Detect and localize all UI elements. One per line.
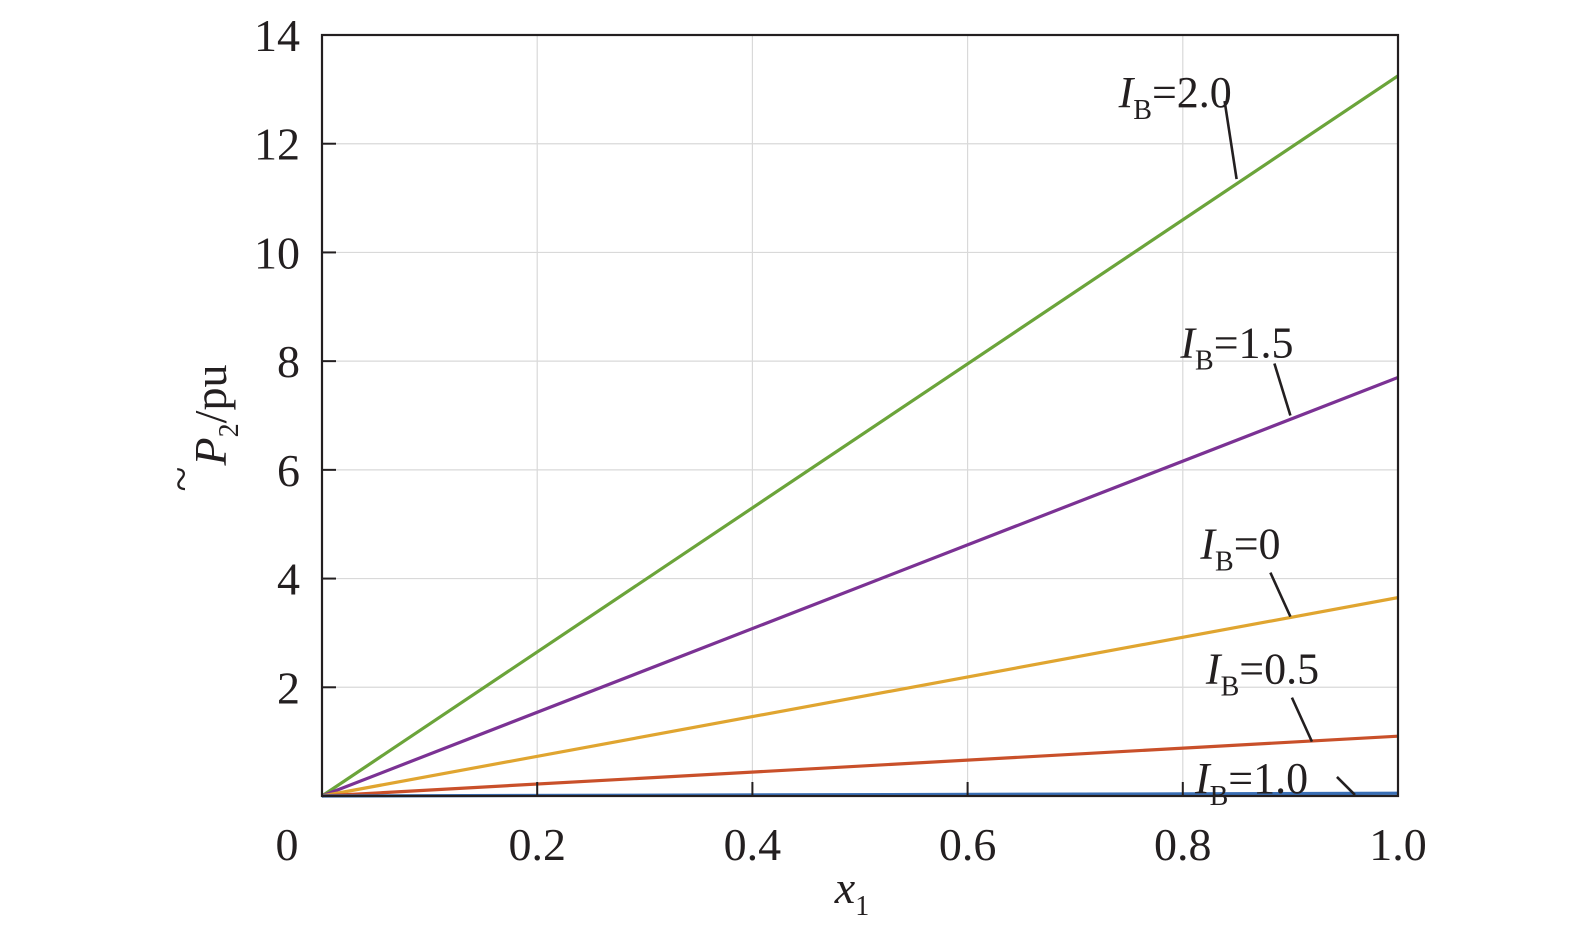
x-tick-label: 0.6 [939,819,997,870]
y-axis-label: P2/pu ~ [155,365,245,492]
x-axis-label: x1 [834,862,869,922]
series-line-3 [321,734,1399,798]
x-tick-label: 1.0 [1369,819,1427,870]
y-tick-label: 14 [254,10,300,61]
series-label-2: IB=0 [1199,520,1280,578]
x-tick-label: 0 [276,819,299,870]
x-axis-label-base: x [834,862,856,913]
series-labels: IB=2.0 IB=1.5 IB=0 IB=0.5 IB=1.0 [1118,68,1356,812]
series-label-4: IB=1.0 [1194,754,1308,812]
series-label-1: IB=1.5 [1179,319,1293,377]
y-tick-label: 6 [277,445,300,496]
series-label-leader-2 [1269,572,1292,618]
series-label-leader-4 [1336,775,1356,796]
y-tick-label: 2 [277,662,300,713]
grid-lines [322,35,1398,796]
y-tick-label: 12 [254,119,300,170]
series-line-1 [321,375,1399,798]
series-line-0 [321,74,1399,798]
x-tick-label: 0.4 [724,819,782,870]
x-axis-label-sub: 1 [855,891,869,922]
y-tick-label: 8 [277,336,300,387]
y-axis-label-text: P2/pu [185,365,245,467]
x-tick-label: 0.2 [508,819,566,870]
x-tick-labels: 0 0.2 0.4 0.6 0.8 1.0 [276,819,1427,870]
y-axis-label-base: P [185,437,236,466]
y-axis-label-sub: 2 [214,423,245,437]
plot-frame [320,33,1400,798]
x-tick-label: 0.8 [1154,819,1212,870]
y-tick-labels: 2 4 6 8 10 12 14 [254,10,300,713]
y-axis-label-unit: /pu [185,365,236,424]
tick-marks [321,34,1399,796]
series-lines [321,74,1399,798]
series-label-leader-0 [1223,100,1238,180]
y-tick-label: 4 [277,554,300,605]
series-line-2 [321,596,1399,798]
series-label-leader-1 [1273,363,1292,416]
series-label-leader-3 [1290,697,1314,743]
y-axis-label-accent: ~ [155,467,206,492]
series-label-0: IB=2.0 [1118,68,1232,126]
y-tick-label: 10 [254,227,300,278]
series-label-3: IB=0.5 [1205,645,1319,703]
